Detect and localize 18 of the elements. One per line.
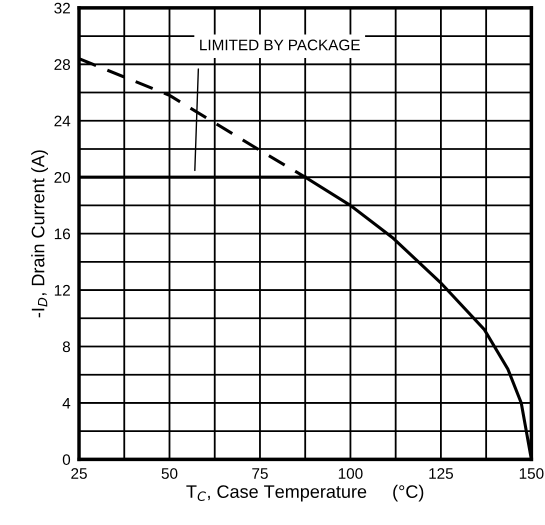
y-tick-label: 16 [54,228,70,240]
x-tick-label: 125 [429,468,454,479]
x-tick-label: 150 [520,468,544,479]
y-axis-title: -I$_{D}$, Drain Current (A) [31,150,48,318]
x-tick-label: 75 [252,468,268,479]
x-tick-label: 50 [162,468,178,479]
y-tick-label: 32 [54,2,70,14]
y-tick-label: 20 [54,172,70,183]
y-tick-label: 28 [54,59,70,70]
annotation: LIMITED BY PACKAGE [200,40,360,50]
y-tick-label: 4 [62,398,70,408]
x-axis-title: T$_{C}$, Case Temperature (°C) [186,484,424,502]
y-tick-label: 12 [54,284,70,296]
y-tick-label: 0 [62,454,70,466]
x-tick-label: 100 [338,468,363,479]
y-tick-label: 24 [54,116,70,126]
x-tick-label: 25 [71,468,87,479]
y-tick-label: 8 [62,341,70,352]
